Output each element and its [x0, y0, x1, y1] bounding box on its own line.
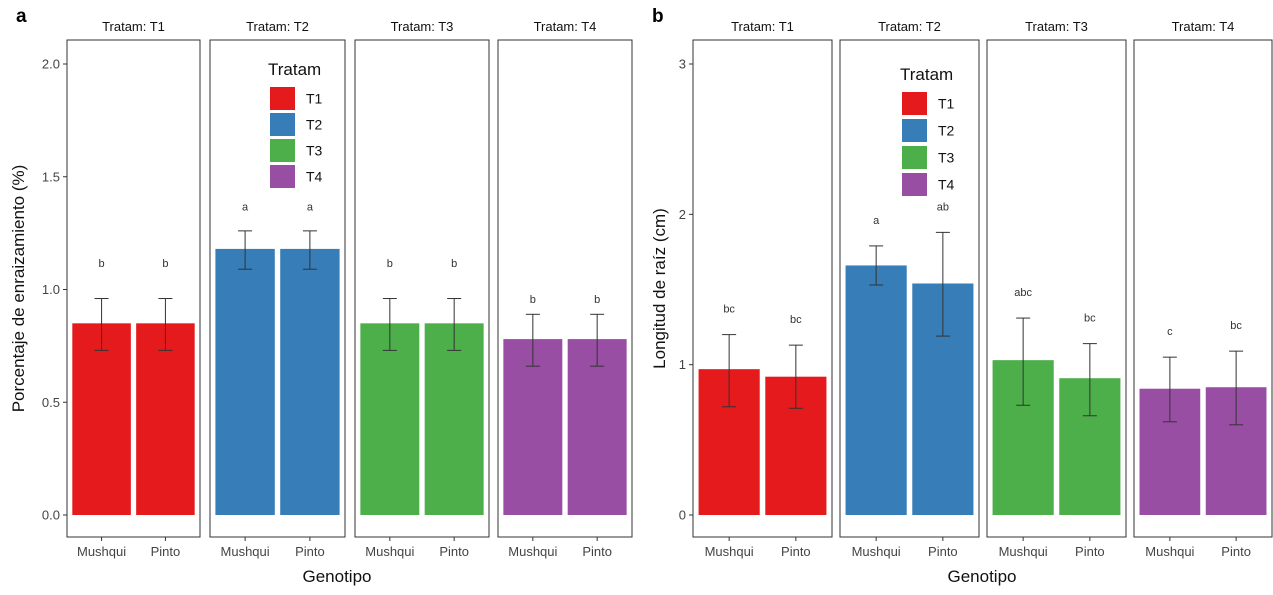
x-tick-label: Pinto [1221, 544, 1251, 559]
y-axis-label: Longitud de raíz (cm) [650, 208, 669, 369]
facet-strip-label: Tratam: T1 [102, 19, 165, 34]
legend-swatch [902, 146, 927, 169]
significance-label: bc [790, 314, 802, 326]
x-tick-label: Mushqui [999, 544, 1048, 559]
y-tick-label: 1.0 [42, 282, 60, 297]
x-tick-label: Mushqui [365, 544, 414, 559]
panel-label: b [652, 6, 664, 27]
x-tick-label: Mushqui [1145, 544, 1194, 559]
significance-label: ab [937, 201, 949, 213]
significance-label: b [451, 258, 457, 270]
legend-entry-label: T4 [938, 177, 955, 193]
significance-label: bc [1230, 320, 1242, 332]
legend-entry-label: T3 [306, 143, 323, 159]
significance-label: bc [1084, 313, 1096, 325]
legend-swatch [270, 165, 295, 188]
legend-entry-label: T2 [938, 123, 955, 139]
x-axis-label: Genotipo [303, 567, 372, 586]
facet-strip-label: Tratam: T1 [731, 19, 794, 34]
x-tick-label: Pinto [928, 544, 958, 559]
facet-strip-label: Tratam: T3 [1025, 19, 1088, 34]
significance-label: bc [723, 304, 735, 316]
significance-label: abc [1014, 287, 1032, 299]
y-tick-label: 1 [679, 357, 686, 372]
facet-panel [839, 39, 980, 538]
x-tick-label: Pinto [295, 544, 325, 559]
bar [215, 248, 275, 515]
legend-swatch [902, 173, 927, 196]
significance-label: b [387, 258, 393, 270]
facet-panel [692, 39, 833, 538]
y-tick-label: 2.0 [42, 57, 60, 72]
legend-title: Tratam [900, 65, 953, 84]
x-tick-label: Mushqui [852, 544, 901, 559]
x-tick-label: Pinto [439, 544, 469, 559]
x-tick-label: Pinto [1075, 544, 1105, 559]
legend-title: Tratam [268, 60, 321, 79]
facet-panel [354, 39, 490, 538]
facet-panel [986, 39, 1127, 538]
legend-entry-label: T2 [306, 117, 323, 133]
facet-panel [209, 39, 346, 538]
significance-label: a [307, 202, 314, 214]
x-tick-label: Mushqui [705, 544, 754, 559]
significance-label: b [530, 294, 536, 306]
bar [424, 323, 484, 515]
x-tick-label: Mushqui [77, 544, 126, 559]
significance-label: c [1167, 326, 1173, 338]
panel-label: a [16, 6, 27, 27]
legend-swatch [270, 139, 295, 162]
significance-label: a [242, 202, 249, 214]
legend-swatch [902, 92, 927, 115]
facet-strip-label: Tratam: T2 [878, 19, 941, 34]
x-tick-label: Mushqui [508, 544, 557, 559]
bar [845, 265, 907, 515]
x-tick-label: Pinto [151, 544, 181, 559]
significance-label: b [99, 258, 105, 270]
bar [280, 248, 340, 515]
facet-panel [66, 39, 201, 538]
bar [72, 323, 131, 515]
x-tick-label: Pinto [582, 544, 612, 559]
x-tick-label: Mushqui [221, 544, 270, 559]
facet-strip-label: Tratam: T4 [1172, 19, 1235, 34]
facet-strip-label: Tratam: T4 [534, 19, 597, 34]
y-tick-label: 1.5 [42, 169, 60, 184]
legend-swatch [902, 119, 927, 142]
bar [360, 323, 420, 515]
legend-entry-label: T4 [306, 169, 323, 185]
legend-entry-label: T1 [306, 91, 323, 107]
x-tick-label: Pinto [781, 544, 811, 559]
y-tick-label: 3 [679, 57, 686, 72]
significance-label: b [162, 258, 168, 270]
bar [136, 323, 195, 515]
facet-strip-label: Tratam: T3 [391, 19, 454, 34]
x-axis-label: Genotipo [948, 567, 1017, 586]
significance-label: a [873, 215, 880, 227]
bar [503, 339, 563, 515]
facet-strip-label: Tratam: T2 [246, 19, 309, 34]
facet-panel [497, 39, 633, 538]
facet-panel [1133, 39, 1273, 538]
y-axis-label: Porcentaje de enraizamiento (%) [9, 165, 28, 413]
y-tick-label: 0.0 [42, 508, 60, 523]
legend-entry-label: T3 [938, 150, 955, 166]
legend-entry-label: T1 [938, 96, 955, 112]
legend-swatch [270, 113, 295, 136]
y-tick-label: 0 [679, 508, 686, 523]
significance-label: b [594, 294, 600, 306]
legend-swatch [270, 87, 295, 110]
y-tick-label: 0.5 [42, 395, 60, 410]
bar [567, 339, 627, 515]
y-tick-label: 2 [679, 207, 686, 222]
